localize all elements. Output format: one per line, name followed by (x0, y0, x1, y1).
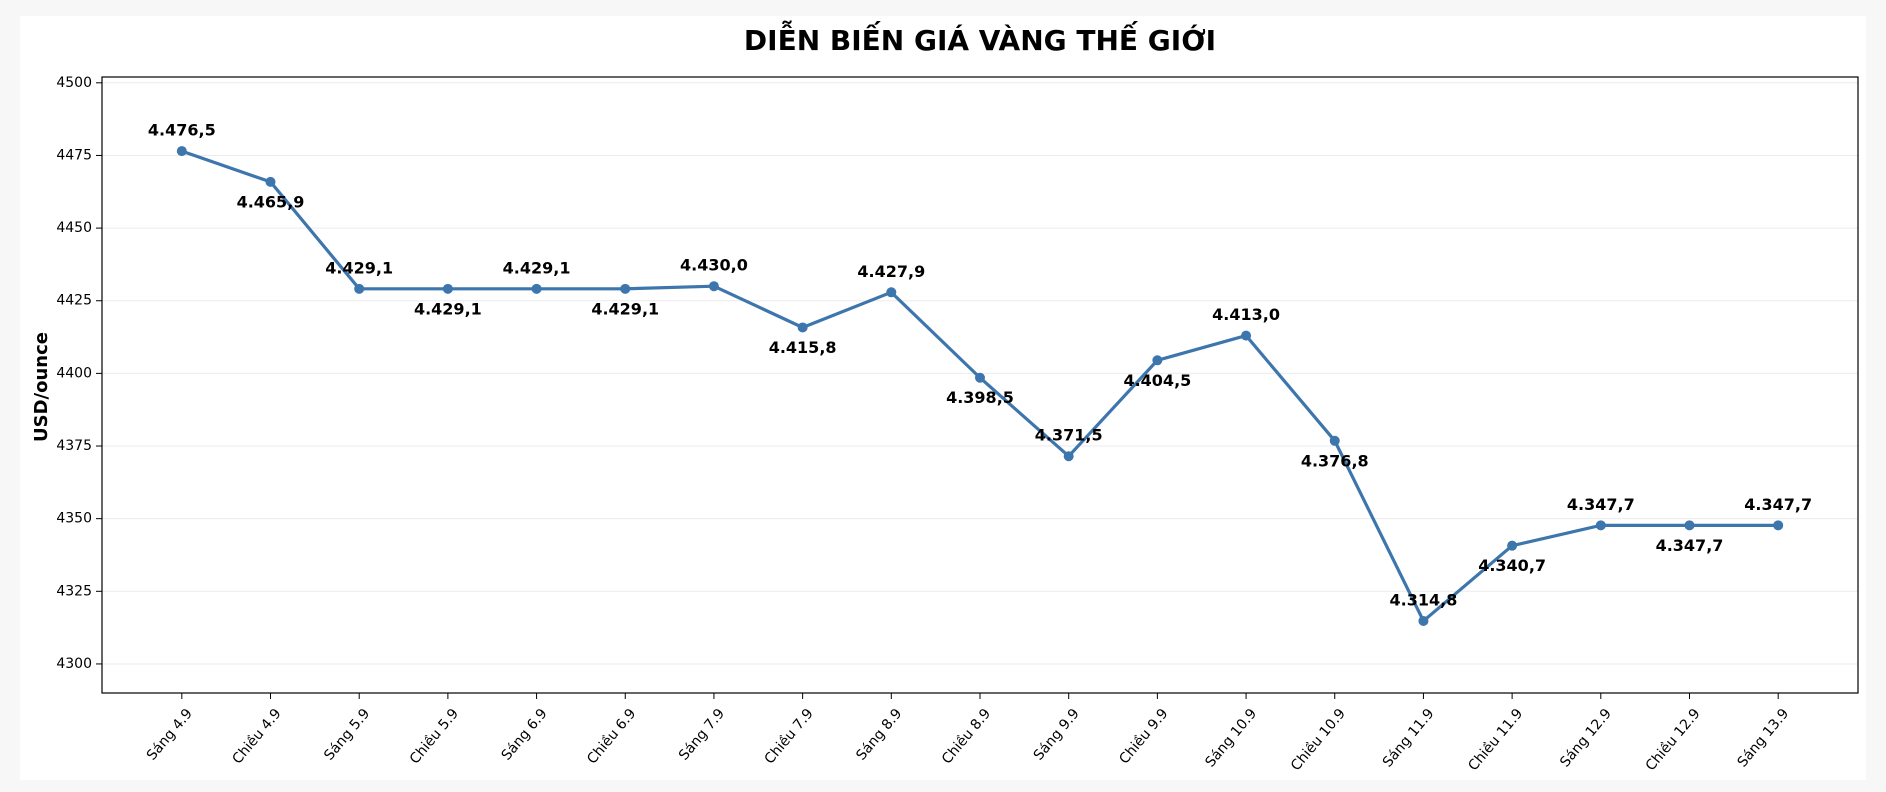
value-label: 4.415,8 (769, 338, 837, 357)
value-label: 4.413,0 (1212, 305, 1280, 324)
value-label: 4.429,1 (414, 299, 482, 318)
point (176, 146, 187, 157)
chart-title: DIỄN BIẾN GIÁ VÀNG THẾ GIỚI (744, 19, 1216, 57)
point (1684, 520, 1695, 531)
point (1152, 355, 1163, 366)
point (1329, 435, 1340, 446)
point (1773, 520, 1784, 531)
value-label: 4.398,5 (946, 388, 1014, 407)
point (708, 281, 719, 292)
value-label: 4.427,9 (857, 262, 925, 281)
y-tick-label: 4425 (56, 293, 92, 309)
y-tick-label: 4375 (56, 438, 92, 454)
y-tick-label: 4300 (56, 656, 92, 672)
value-label: 4.476,5 (148, 121, 216, 140)
y-tick-label: 4450 (56, 220, 92, 236)
value-label: 4.340,7 (1478, 556, 1546, 575)
value-label: 4.347,7 (1744, 495, 1812, 514)
y-tick-label: 4475 (56, 147, 92, 163)
point (531, 283, 542, 294)
point (265, 176, 276, 187)
value-label: 4.429,1 (503, 258, 571, 277)
point (1241, 330, 1252, 341)
point (354, 283, 365, 294)
point (1595, 520, 1606, 531)
card (20, 16, 1866, 780)
value-label: 4.465,9 (237, 192, 305, 211)
y-tick-label: 4500 (56, 75, 92, 91)
point (442, 283, 453, 294)
point (975, 372, 985, 383)
point (1063, 451, 1074, 462)
point (620, 283, 631, 294)
value-label: 4.430,0 (680, 256, 748, 275)
value-label: 4.347,7 (1567, 495, 1635, 514)
value-label: 4.314,8 (1390, 590, 1458, 609)
value-label: 4.347,7 (1656, 536, 1724, 555)
value-label: 4.371,5 (1035, 426, 1103, 445)
point (886, 287, 897, 298)
y-tick-label: 4350 (56, 511, 92, 527)
value-label: 4.429,1 (325, 258, 393, 277)
point (1418, 615, 1429, 626)
y-axis-label: USD/ounce (31, 332, 52, 442)
point (1507, 540, 1518, 551)
value-label: 4.404,5 (1123, 371, 1191, 390)
value-label: 4.429,1 (591, 299, 659, 318)
y-tick-label: 4325 (56, 583, 92, 599)
value-label: 4.376,8 (1301, 451, 1369, 470)
point (797, 322, 808, 333)
y-tick-label: 4400 (56, 365, 92, 381)
